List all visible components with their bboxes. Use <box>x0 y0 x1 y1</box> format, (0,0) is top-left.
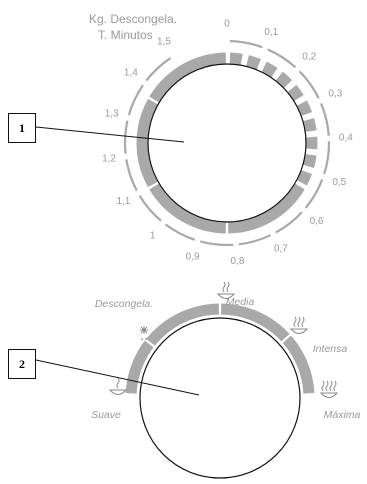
time-dash <box>309 120 311 132</box>
weight-scale-segment <box>126 159 137 190</box>
weight-label: 0,8 <box>231 256 245 267</box>
time-dash <box>264 67 274 73</box>
time-dash <box>279 76 288 84</box>
time-dash <box>309 155 311 167</box>
time-dash <box>302 172 307 183</box>
weight-label: 0 <box>224 19 230 30</box>
power-knob <box>140 318 300 478</box>
weight-label: 0,2 <box>302 52 316 63</box>
mode-label-intensa: Intensa <box>313 343 348 355</box>
weight-scale-segment <box>230 41 262 47</box>
time-dash <box>302 103 307 114</box>
steam-high-icon <box>291 317 307 334</box>
weight-label: 1,4 <box>124 67 138 78</box>
snowflake-icon <box>140 326 148 334</box>
mode-label-suave: Suave <box>91 409 121 421</box>
weight-label: 0,9 <box>186 252 200 263</box>
weight-label: 0,4 <box>339 132 353 143</box>
snowflake-dot <box>145 338 147 340</box>
weight-label: 0,5 <box>332 177 346 188</box>
snowflake-dot <box>141 338 143 340</box>
weight-label: 1,3 <box>105 108 119 119</box>
time-dash <box>248 61 259 65</box>
weight-scale-segment <box>324 141 329 174</box>
steam-low-icon <box>110 378 126 395</box>
weight-label: 0,7 <box>274 244 288 255</box>
callout-1: 1 <box>8 113 36 143</box>
weight-scale-segment <box>125 121 127 154</box>
weight-scale-heading: Kg. Descongela. <box>89 12 177 26</box>
weight-label: 0,6 <box>310 216 324 227</box>
weight-label: 0,1 <box>264 27 278 38</box>
weight-scale-segment <box>166 224 195 239</box>
weight-label: 1 <box>150 231 156 242</box>
weight-scale-segment <box>129 85 143 115</box>
weight-scale-segment <box>239 235 271 244</box>
mode-label-descongela: Descongela. <box>95 298 153 310</box>
weight-label: 1,5 <box>157 37 171 48</box>
callout-2: 2 <box>8 349 36 379</box>
timer-knob <box>148 64 306 222</box>
weight-label: 1,1 <box>116 196 130 207</box>
weight-scale-segment <box>306 179 323 208</box>
time-scale-heading: T. Minutos <box>98 28 153 42</box>
weight-scale-segment <box>321 103 329 135</box>
time-dash <box>292 88 299 98</box>
steam-max-icon <box>321 381 337 398</box>
time-dash <box>230 58 242 59</box>
weight-label: 1,2 <box>102 153 116 164</box>
weight-scale-segment <box>200 241 233 245</box>
weight-label: 0,3 <box>328 88 342 99</box>
mode-label-maxima: Máxima <box>324 409 361 421</box>
